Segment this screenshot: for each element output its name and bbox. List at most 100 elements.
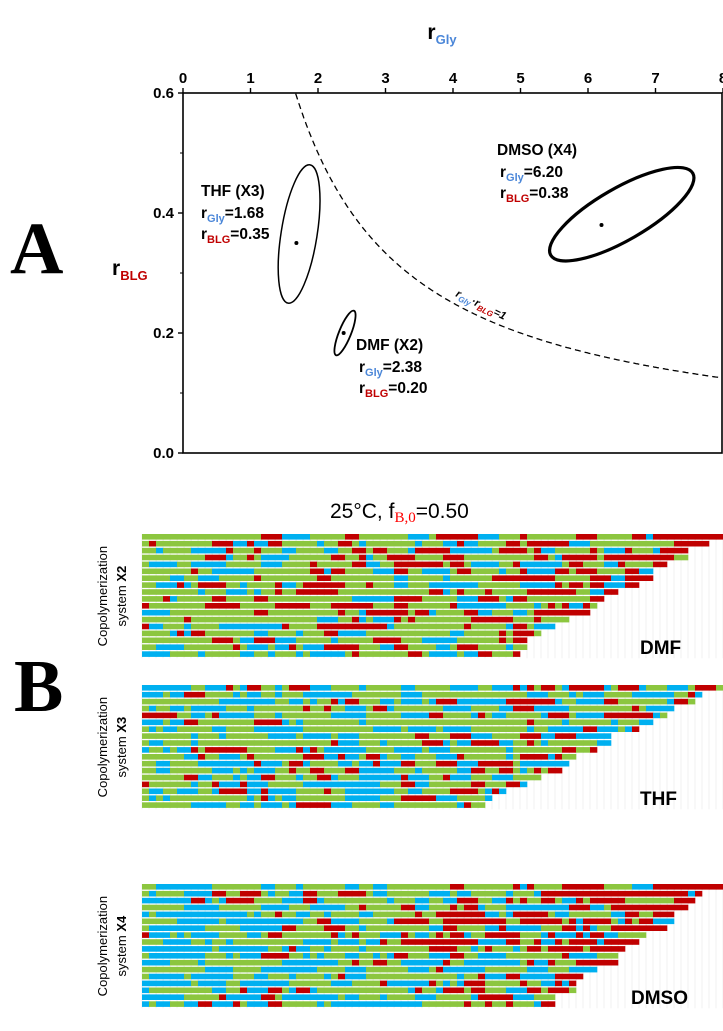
monomer-cell — [338, 637, 346, 644]
monomer-cell — [520, 691, 528, 698]
monomer-cell — [247, 754, 255, 760]
monomer-cell — [191, 781, 199, 788]
monomer-cell — [177, 630, 185, 637]
monomer-cell — [653, 534, 661, 540]
monomer-cell — [212, 754, 220, 760]
monomer-cell — [520, 953, 528, 959]
monomer-cell — [275, 966, 283, 973]
monomer-cell — [156, 726, 164, 732]
monomer-cell — [303, 754, 311, 760]
monomer-cell — [142, 911, 150, 918]
monomer-cell — [170, 609, 178, 616]
monomer-cell — [429, 795, 437, 801]
monomer-cell — [485, 575, 493, 581]
monomer-cell — [387, 547, 395, 554]
monomer-cell — [527, 561, 535, 568]
monomer-cell — [436, 911, 444, 918]
monomer-cell — [499, 554, 507, 561]
monomer-cell — [366, 568, 374, 575]
monomer-cell — [394, 651, 402, 657]
monomer-cell — [268, 582, 276, 588]
monomer-cell — [471, 733, 479, 739]
monomer-cell — [198, 987, 206, 994]
monomer-cell — [142, 953, 150, 959]
monomer-cell — [317, 890, 325, 897]
monomer-cell — [590, 547, 598, 554]
monomer-cell — [380, 897, 388, 904]
monomer-cell — [268, 596, 276, 602]
monomer-cell — [422, 589, 430, 595]
monomer-cell — [492, 973, 500, 980]
monomer-cell — [156, 740, 164, 746]
monomer-cell — [520, 603, 528, 609]
monomer-cell — [289, 644, 297, 650]
monomer-cell — [443, 939, 451, 945]
monomer-cell — [464, 568, 472, 575]
monomer-cell — [184, 959, 192, 966]
monomer-cell — [506, 644, 514, 650]
monomer-cell — [212, 623, 220, 630]
monomer-cell — [317, 616, 325, 623]
monomer-cell — [338, 747, 346, 753]
monomer-cell — [191, 939, 199, 945]
monomer-cell — [275, 760, 283, 767]
monomer-cell — [184, 691, 192, 698]
monomer-cell — [576, 698, 584, 705]
monomer-cell — [513, 918, 521, 925]
monomer-cell — [415, 644, 423, 650]
sequence-maps: Copolymerization system X2DMFCopolymeriza… — [95, 534, 723, 1009]
monomer-cell — [625, 712, 633, 719]
monomer-cell — [394, 691, 402, 698]
monomer-cell — [492, 705, 500, 712]
point-label-rblg: rBLG=0.20 — [359, 380, 428, 400]
monomer-cell — [205, 554, 213, 561]
monomer-cell — [191, 795, 199, 801]
monomer-cell — [380, 795, 388, 801]
monomer-cell — [163, 754, 171, 760]
monomer-cell — [373, 726, 381, 732]
monomer-cell — [485, 651, 493, 657]
monomer-cell — [219, 890, 227, 897]
monomer-cell — [541, 589, 549, 595]
monomer-cell — [569, 575, 577, 581]
monomer-cell — [604, 740, 612, 746]
monomer-cell — [282, 685, 290, 691]
monomer-cell — [436, 904, 444, 911]
monomer-cell — [520, 589, 528, 595]
monomer-cell — [205, 939, 213, 945]
monomer-cell — [422, 925, 430, 931]
monomer-cell — [478, 767, 486, 774]
monomer-cell — [198, 616, 206, 623]
monomer-cell — [352, 609, 360, 616]
monomer-cell — [205, 623, 213, 630]
monomer-cell — [639, 904, 647, 911]
monomer-cell — [338, 575, 346, 581]
monomer-cell — [576, 603, 584, 609]
monomer-cell — [660, 712, 668, 719]
monomer-cell — [492, 884, 500, 890]
monomer-cell — [282, 616, 290, 623]
monomer-cell — [345, 589, 353, 595]
monomer-cell — [191, 596, 199, 602]
monomer-cell — [352, 540, 360, 547]
monomer-cell — [254, 987, 262, 994]
monomer-cell — [352, 774, 360, 781]
monomer-cell — [422, 698, 430, 705]
monomer-cell — [205, 589, 213, 595]
monomer-cell — [282, 582, 290, 588]
monomer-cell — [590, 953, 598, 959]
monomer-cell — [373, 994, 381, 1000]
monomer-cell — [562, 534, 570, 540]
monomer-cell — [149, 795, 157, 801]
monomer-cell — [184, 698, 192, 705]
monomer-cell — [506, 973, 514, 980]
monomer-cell — [471, 630, 479, 637]
monomer-cell — [618, 884, 626, 890]
monomer-cell — [548, 767, 556, 774]
monomer-cell — [247, 980, 255, 987]
monomer-cell — [660, 884, 668, 890]
monomer-cell — [646, 911, 654, 918]
monomer-cell — [303, 904, 311, 911]
monomer-cell — [338, 712, 346, 719]
monomer-cell — [541, 973, 549, 980]
